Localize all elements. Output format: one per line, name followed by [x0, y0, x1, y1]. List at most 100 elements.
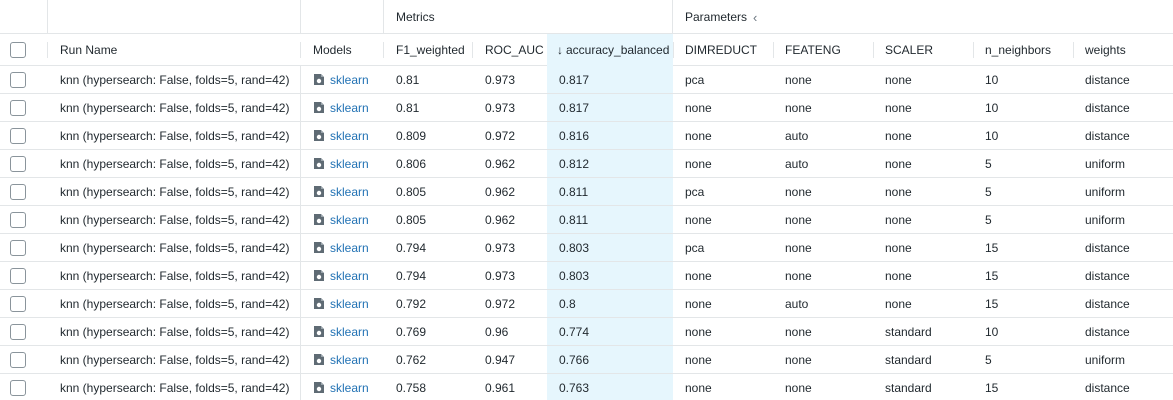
select-all-checkbox[interactable] — [10, 42, 26, 58]
cell-n-neighbors: 10 — [985, 72, 999, 87]
table-row[interactable]: knn (hypersearch: False, folds=5, rand=4… — [0, 178, 1173, 206]
cell-run-name[interactable]: knn (hypersearch: False, folds=5, rand=4… — [60, 380, 290, 395]
header-run-name[interactable]: Run Name — [48, 34, 300, 66]
cell-weights: distance — [1085, 240, 1130, 255]
row-checkbox[interactable] — [10, 99, 26, 116]
cell-model[interactable]: sklearn — [301, 346, 383, 373]
cell-n-neighbors: 15 — [985, 268, 999, 283]
select-all-cell — [0, 34, 36, 66]
model-link[interactable]: sklearn — [330, 184, 369, 199]
cell-dimreduct: none — [685, 100, 712, 115]
row-checkbox[interactable] — [10, 295, 26, 312]
cell-run-name[interactable]: knn (hypersearch: False, folds=5, rand=4… — [60, 184, 290, 199]
row-checkbox[interactable] — [10, 71, 26, 88]
cell-weights: distance — [1085, 100, 1130, 115]
table-row[interactable]: knn (hypersearch: False, folds=5, rand=4… — [0, 94, 1173, 122]
cell-run-name[interactable]: knn (hypersearch: False, folds=5, rand=4… — [60, 240, 290, 255]
cell-model[interactable]: sklearn — [301, 262, 383, 289]
cell-n-neighbors: 5 — [985, 156, 992, 171]
table-row[interactable]: knn (hypersearch: False, folds=5, rand=4… — [0, 150, 1173, 178]
model-link[interactable]: sklearn — [330, 324, 369, 339]
cell-run-name[interactable]: knn (hypersearch: False, folds=5, rand=4… — [60, 324, 290, 339]
cell-roc-auc: 0.961 — [485, 380, 516, 395]
cell-model[interactable]: sklearn — [301, 178, 383, 205]
row-checkbox[interactable] — [10, 211, 26, 228]
model-link[interactable]: sklearn — [330, 296, 369, 311]
model-file-icon — [314, 354, 324, 365]
cell-dimreduct: none — [685, 128, 712, 143]
cell-run-name[interactable]: knn (hypersearch: False, folds=5, rand=4… — [60, 352, 290, 367]
cell-model[interactable]: sklearn — [301, 374, 383, 400]
cell-run-name[interactable]: knn (hypersearch: False, folds=5, rand=4… — [60, 268, 290, 283]
cell-f1-weighted: 0.805 — [396, 212, 427, 227]
model-link[interactable]: sklearn — [330, 352, 369, 367]
model-link[interactable]: sklearn — [330, 128, 369, 143]
header-scaler-label: SCALER — [885, 43, 934, 57]
row-checkbox[interactable] — [10, 127, 26, 144]
cell-model[interactable]: sklearn — [301, 150, 383, 177]
header-weights[interactable]: weights — [1073, 34, 1173, 66]
cell-dimreduct: none — [685, 212, 712, 227]
cell-model[interactable]: sklearn — [301, 94, 383, 121]
model-link[interactable]: sklearn — [330, 380, 369, 395]
model-file-icon — [314, 382, 324, 393]
table-row[interactable]: knn (hypersearch: False, folds=5, rand=4… — [0, 262, 1173, 290]
cell-roc-auc: 0.962 — [485, 184, 516, 199]
header-roc-auc[interactable]: ROC_AUC — [473, 34, 547, 66]
model-link[interactable]: sklearn — [330, 212, 369, 227]
model-link[interactable]: sklearn — [330, 156, 369, 171]
table-row[interactable]: knn (hypersearch: False, folds=5, rand=4… — [0, 234, 1173, 262]
cell-model[interactable]: sklearn — [301, 234, 383, 261]
cell-run-name[interactable]: knn (hypersearch: False, folds=5, rand=4… — [60, 212, 290, 227]
table-row[interactable]: knn (hypersearch: False, folds=5, rand=4… — [0, 206, 1173, 234]
cell-run-name[interactable]: knn (hypersearch: False, folds=5, rand=4… — [60, 128, 290, 143]
model-link[interactable]: sklearn — [330, 72, 369, 87]
cell-dimreduct: none — [685, 324, 712, 339]
cell-model[interactable]: sklearn — [301, 122, 383, 149]
cell-run-name[interactable]: knn (hypersearch: False, folds=5, rand=4… — [60, 296, 290, 311]
row-checkbox[interactable] — [10, 239, 26, 256]
model-file-icon — [314, 214, 324, 225]
group-parameters: Parameters ‹ — [673, 0, 757, 34]
header-accuracy-balanced[interactable]: ↓ accuracy_balanced — [547, 34, 673, 66]
table-row[interactable]: knn (hypersearch: False, folds=5, rand=4… — [0, 318, 1173, 346]
header-dimreduct[interactable]: DIMREDUCT — [673, 34, 773, 66]
header-n-neighbors[interactable]: n_neighbors — [973, 34, 1073, 66]
row-select-cell — [0, 94, 36, 121]
table-row[interactable]: knn (hypersearch: False, folds=5, rand=4… — [0, 290, 1173, 318]
cell-model[interactable]: sklearn — [301, 318, 383, 345]
cell-n-neighbors: 10 — [985, 128, 999, 143]
row-checkbox[interactable] — [10, 351, 26, 368]
cell-scaler: none — [885, 100, 912, 115]
model-link[interactable]: sklearn — [330, 240, 369, 255]
row-select-cell — [0, 318, 36, 345]
table-row[interactable]: knn (hypersearch: False, folds=5, rand=4… — [0, 346, 1173, 374]
cell-model[interactable]: sklearn — [301, 66, 383, 93]
cell-run-name[interactable]: knn (hypersearch: False, folds=5, rand=4… — [60, 156, 290, 171]
cell-f1-weighted: 0.794 — [396, 240, 427, 255]
model-link[interactable]: sklearn — [330, 268, 369, 283]
row-checkbox[interactable] — [10, 183, 26, 200]
table-row[interactable]: knn (hypersearch: False, folds=5, rand=4… — [0, 122, 1173, 150]
header-scaler[interactable]: SCALER — [873, 34, 973, 66]
chevron-left-icon[interactable]: ‹ — [753, 9, 758, 25]
table-row[interactable]: knn (hypersearch: False, folds=5, rand=4… — [0, 66, 1173, 94]
model-link[interactable]: sklearn — [330, 100, 369, 115]
row-checkbox[interactable] — [10, 155, 26, 172]
cell-feateng: none — [785, 240, 812, 255]
header-models[interactable]: Models — [301, 34, 383, 66]
row-checkbox[interactable] — [10, 379, 26, 396]
cell-model[interactable]: sklearn — [301, 206, 383, 233]
cell-roc-auc: 0.972 — [485, 128, 516, 143]
header-feateng[interactable]: FEATENG — [773, 34, 873, 66]
model-file-icon — [314, 102, 324, 113]
cell-model[interactable]: sklearn — [301, 290, 383, 317]
cell-run-name[interactable]: knn (hypersearch: False, folds=5, rand=4… — [60, 72, 290, 87]
row-checkbox[interactable] — [10, 323, 26, 340]
cell-feateng: none — [785, 212, 812, 227]
table-row[interactable]: knn (hypersearch: False, folds=5, rand=4… — [0, 374, 1173, 400]
row-checkbox[interactable] — [10, 267, 26, 284]
cell-accuracy-balanced: 0.803 — [547, 262, 673, 289]
cell-run-name[interactable]: knn (hypersearch: False, folds=5, rand=4… — [60, 100, 290, 115]
header-f1-weighted[interactable]: F1_weighted — [384, 34, 472, 66]
